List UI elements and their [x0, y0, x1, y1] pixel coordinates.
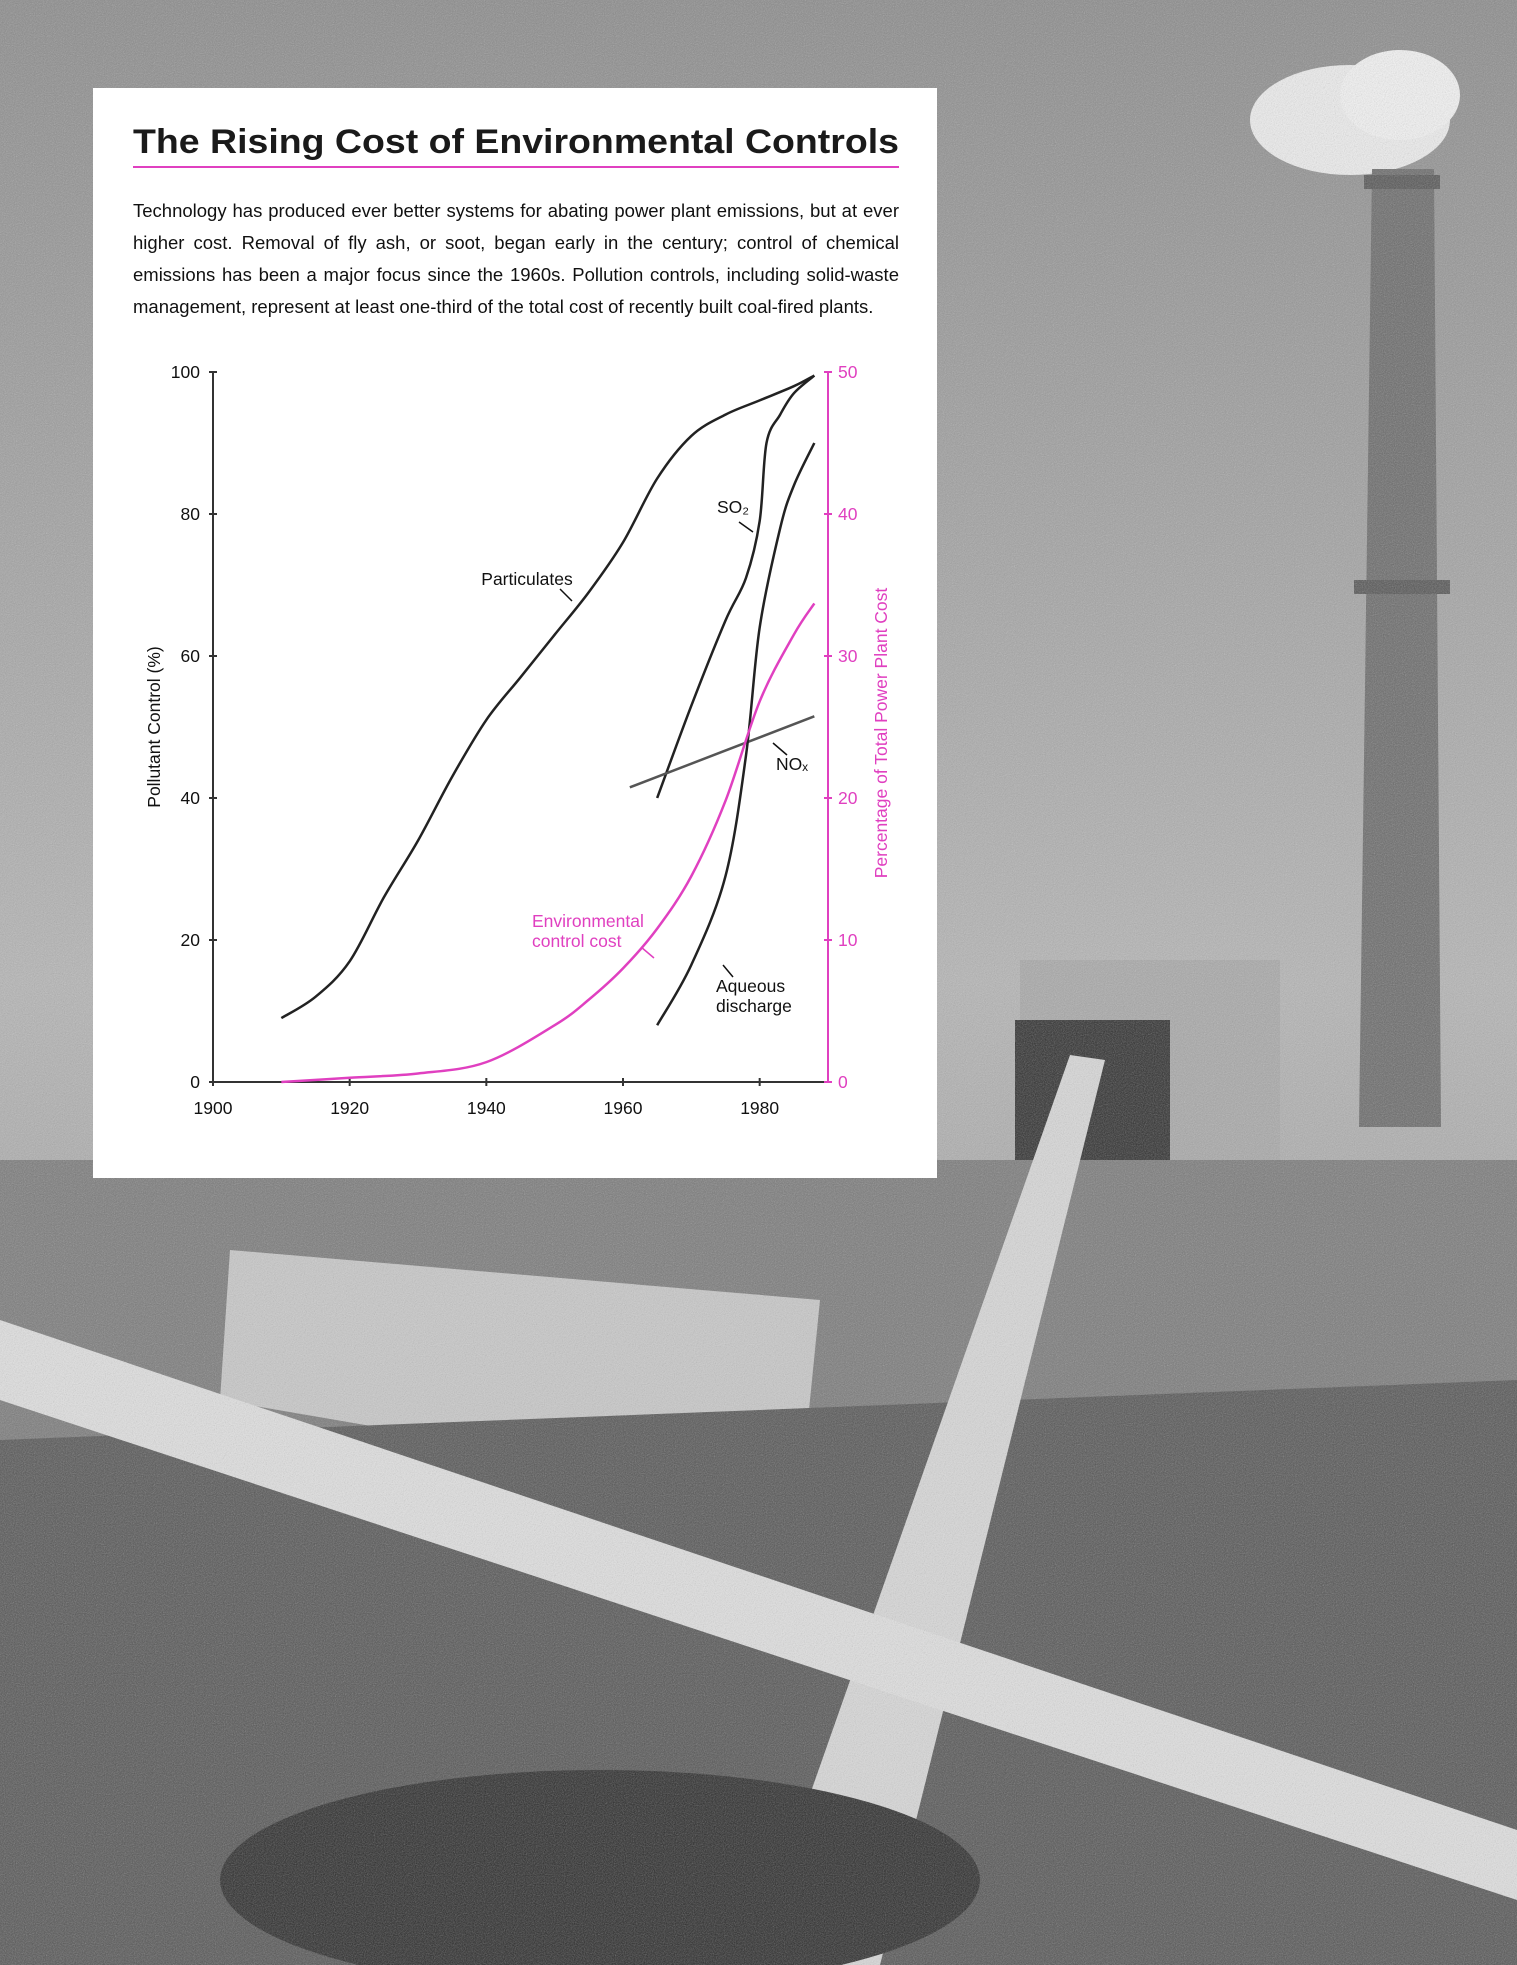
- x-tick-label: 1920: [330, 1098, 369, 1118]
- x-tick-label: 1940: [467, 1098, 506, 1118]
- series-line: [657, 376, 814, 798]
- label-leader: [560, 589, 572, 601]
- series-line: [630, 716, 815, 787]
- y2-tick-label: 40: [838, 504, 858, 524]
- series-label: Aqueous discharge: [716, 976, 826, 1016]
- y2-axis-label: Percentage of Total Power Plant Cost: [871, 588, 891, 879]
- y2-tick-label: 0: [838, 1072, 848, 1092]
- y2-tick-label: 50: [838, 362, 858, 382]
- page: Technology has produced ever better syst…: [0, 0, 1517, 1965]
- y2-tick-label: 30: [838, 646, 858, 666]
- series-label: NOₓ: [776, 754, 808, 774]
- label-leader: [739, 522, 753, 532]
- series-label: Environmental control cost: [532, 911, 662, 951]
- chart-title: The Rising Cost of Environmental Control…: [133, 123, 899, 161]
- x-tick-label: 1900: [194, 1098, 233, 1118]
- y-tick-label: 60: [181, 646, 201, 666]
- y-tick-label: 0: [190, 1072, 200, 1092]
- y-tick-label: 100: [171, 362, 200, 382]
- y-tick-label: 40: [181, 788, 201, 808]
- x-tick-label: 1960: [604, 1098, 643, 1118]
- x-tick-label: 1980: [740, 1098, 779, 1118]
- y2-tick-label: 10: [838, 930, 858, 950]
- y2-tick-label: 20: [838, 788, 858, 808]
- y-axis-label: Pollutant Control (%): [144, 646, 164, 807]
- y-tick-label: 80: [181, 504, 201, 524]
- series-label: SO₂: [717, 497, 749, 517]
- series-label: Particulates: [481, 569, 573, 589]
- y-tick-label: 20: [181, 930, 201, 950]
